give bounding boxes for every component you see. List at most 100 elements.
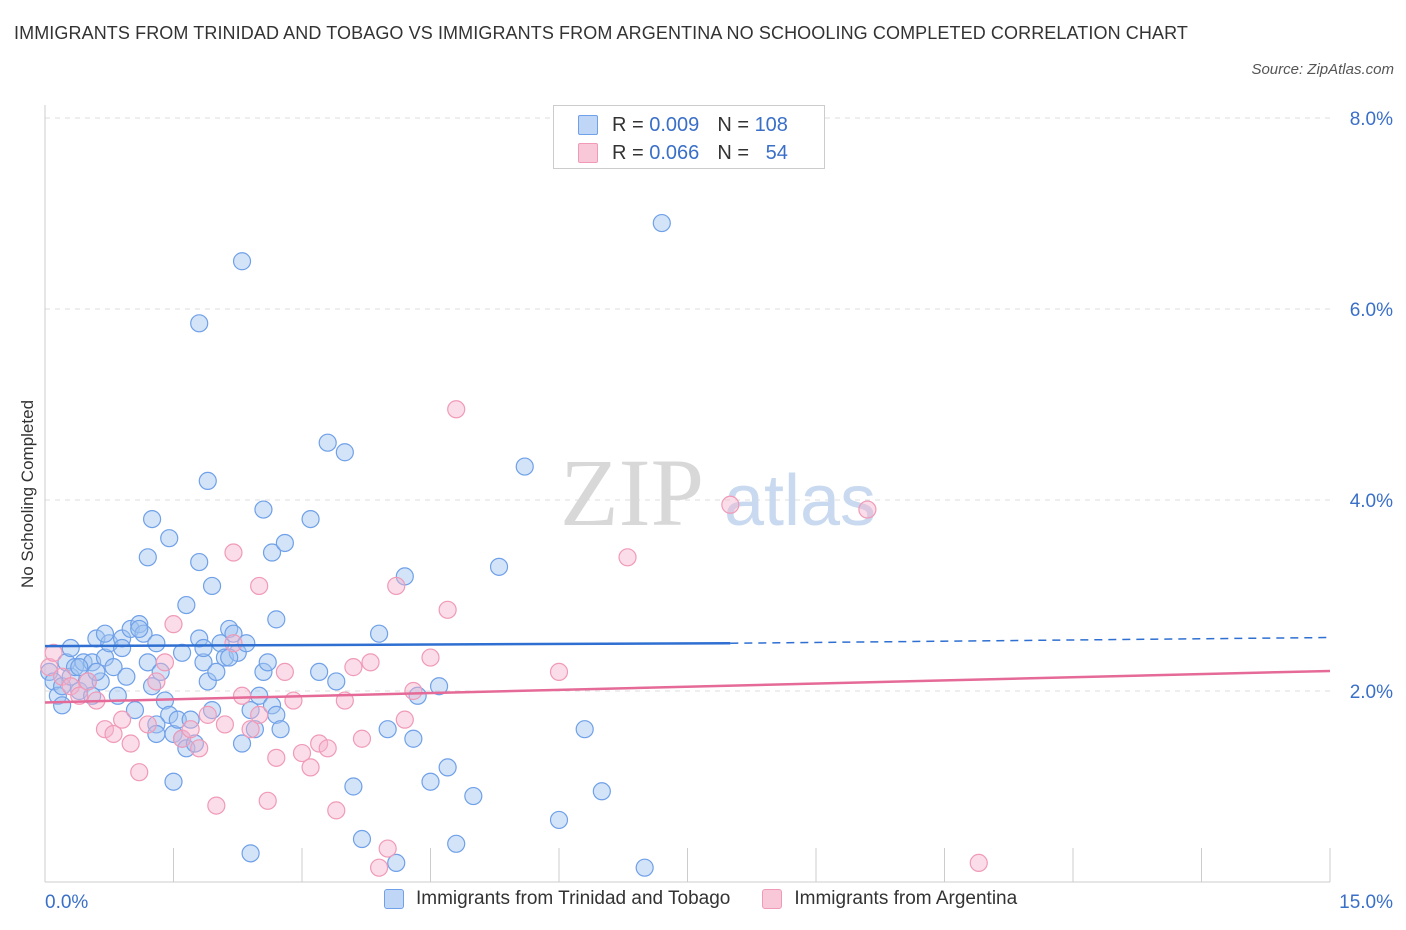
point-trinidad — [198, 471, 217, 490]
legend-label-argentina: Immigrants from Argentina — [794, 888, 1018, 909]
data-points — [40, 213, 988, 877]
point-trinidad — [232, 252, 252, 271]
point-trinidad — [220, 648, 239, 667]
point-argentina — [267, 748, 286, 767]
point-argentina — [344, 658, 363, 677]
legend-swatch-pink — [578, 143, 598, 163]
point-trinidad — [151, 662, 170, 682]
legend-label-trinidad: Immigrants from Trinidad and Tobago — [416, 888, 731, 909]
point-trinidad — [95, 624, 115, 643]
trend-lines — [44, 636, 1331, 704]
x-tick-label: 0.0% — [45, 892, 88, 913]
point-trinidad — [44, 672, 63, 691]
point-trinidad — [549, 810, 569, 830]
point-trinidad — [181, 710, 200, 729]
y-axis-title: No Schooling Completed — [18, 399, 37, 589]
x-tick-label: 15.0% — [1339, 892, 1393, 913]
point-argentina — [232, 686, 252, 705]
point-trinidad — [130, 619, 149, 639]
point-trinidad — [232, 734, 252, 753]
point-trinidad — [160, 529, 179, 548]
point-argentina — [378, 839, 397, 858]
y-tick-label: 6.0% — [1350, 300, 1393, 321]
point-trinidad — [70, 658, 89, 677]
trend-line-argentina — [44, 669, 1331, 704]
point-trinidad — [335, 443, 354, 462]
tick-labels: 2.0% 4.0% 6.0% 8.0% 0.0% 15.0% — [45, 109, 1393, 913]
point-argentina — [858, 500, 877, 519]
point-argentina — [181, 720, 200, 739]
point-trinidad — [327, 672, 346, 691]
point-trinidad — [318, 433, 337, 452]
point-argentina — [198, 705, 217, 724]
point-trinidad — [301, 509, 320, 529]
trend-line-trinidad — [44, 642, 731, 648]
point-trinidad — [112, 638, 132, 658]
n-value: 54 — [765, 141, 788, 164]
point-trinidad — [125, 700, 145, 720]
point-trinidad — [61, 638, 80, 658]
stats-legend: R = 0.009 N = 108 R = 0.066 N = 54 — [553, 105, 825, 169]
point-trinidad — [117, 667, 136, 686]
point-trinidad — [224, 624, 243, 643]
point-argentina — [40, 658, 59, 677]
legend-item-argentina: Immigrants from Argentina — [762, 888, 1017, 910]
point-argentina — [292, 743, 312, 763]
point-trinidad — [404, 729, 423, 748]
point-argentina — [70, 686, 89, 705]
point-argentina — [361, 653, 380, 672]
point-argentina — [95, 720, 115, 739]
point-argentina — [224, 634, 243, 653]
point-trinidad — [635, 858, 654, 877]
point-argentina — [438, 600, 457, 619]
point-argentina — [275, 662, 294, 682]
point-argentina — [147, 672, 166, 691]
point-trinidad — [515, 457, 534, 476]
point-argentina — [370, 858, 389, 877]
point-trinidad — [438, 758, 457, 777]
point-trinidad — [387, 853, 406, 873]
point-trinidad — [310, 662, 329, 682]
point-argentina — [104, 724, 123, 744]
legend-row-argentina: R = 0.066 N = 54 — [578, 139, 788, 167]
y-tick-label: 2.0% — [1350, 682, 1393, 703]
point-trinidad — [241, 700, 260, 720]
point-trinidad — [91, 672, 110, 691]
point-argentina — [310, 734, 329, 753]
point-trinidad — [207, 662, 226, 682]
point-argentina — [112, 710, 132, 729]
point-argentina — [130, 763, 149, 782]
point-trinidad — [142, 509, 162, 529]
point-trinidad — [241, 844, 260, 863]
watermark-atlas: atlas — [724, 461, 876, 541]
point-trinidad — [190, 314, 209, 333]
point-argentina — [387, 576, 406, 596]
point-argentina — [721, 495, 740, 514]
point-trinidad — [254, 500, 273, 519]
point-trinidad — [254, 662, 273, 682]
point-trinidad — [344, 777, 363, 796]
point-argentina — [78, 672, 97, 691]
point-trinidad — [190, 552, 209, 572]
y-tick-label: 8.0% — [1350, 109, 1393, 130]
trend-line-trinidad-dashed — [730, 636, 1331, 644]
point-trinidad — [421, 772, 440, 791]
point-trinidad — [352, 829, 372, 849]
point-argentina — [618, 548, 637, 567]
point-argentina — [404, 681, 423, 701]
point-trinidad — [164, 772, 183, 791]
point-argentina — [164, 615, 183, 634]
point-trinidad — [177, 739, 196, 758]
point-argentina — [207, 796, 226, 815]
point-trinidad — [53, 696, 72, 715]
r-label: R = — [612, 113, 644, 136]
point-argentina — [447, 400, 466, 419]
legend-swatch-blue — [578, 115, 598, 135]
point-trinidad — [464, 786, 483, 806]
r-value: 0.066 — [649, 141, 700, 164]
point-argentina — [395, 710, 414, 729]
point-trinidad — [130, 615, 149, 634]
point-argentina — [190, 739, 209, 758]
point-argentina — [969, 853, 988, 873]
